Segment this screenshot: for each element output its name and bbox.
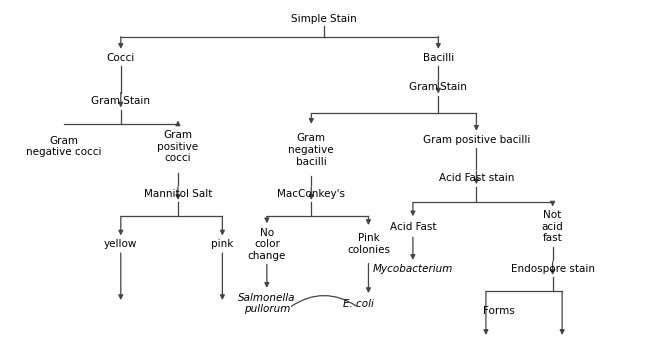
- Text: Mannitol Salt: Mannitol Salt: [144, 189, 212, 199]
- Text: Gram
positive
cocci: Gram positive cocci: [157, 130, 198, 163]
- Text: Gram Stain: Gram Stain: [410, 82, 467, 92]
- Text: Gram
negative
bacilli: Gram negative bacilli: [288, 134, 334, 167]
- Text: Bacilli: Bacilli: [422, 53, 454, 63]
- Text: Forms: Forms: [483, 305, 515, 315]
- Text: Acid Fast: Acid Fast: [389, 222, 436, 232]
- Text: Cocci: Cocci: [107, 53, 135, 63]
- Text: Gram
negative cocci: Gram negative cocci: [26, 136, 101, 157]
- Text: E. coli: E. coli: [343, 299, 375, 309]
- Text: Endospore stain: Endospore stain: [511, 264, 595, 274]
- Text: yellow: yellow: [104, 239, 137, 249]
- Text: Gram positive bacilli: Gram positive bacilli: [422, 135, 530, 145]
- Text: MacConkey's: MacConkey's: [277, 189, 345, 199]
- Text: No
color
change: No color change: [248, 228, 286, 261]
- Text: Not
acid
fast: Not acid fast: [542, 210, 564, 244]
- Text: Mycobacterium: Mycobacterium: [373, 264, 453, 274]
- Text: Simple Stain: Simple Stain: [291, 14, 357, 24]
- Text: Salmonella
pullorum: Salmonella pullorum: [238, 293, 295, 314]
- Text: pink: pink: [211, 239, 233, 249]
- Text: Gram Stain: Gram Stain: [91, 96, 150, 106]
- Text: Acid Fast stain: Acid Fast stain: [439, 173, 514, 183]
- FancyArrowPatch shape: [292, 295, 356, 306]
- Text: Pink
colonies: Pink colonies: [347, 234, 390, 255]
